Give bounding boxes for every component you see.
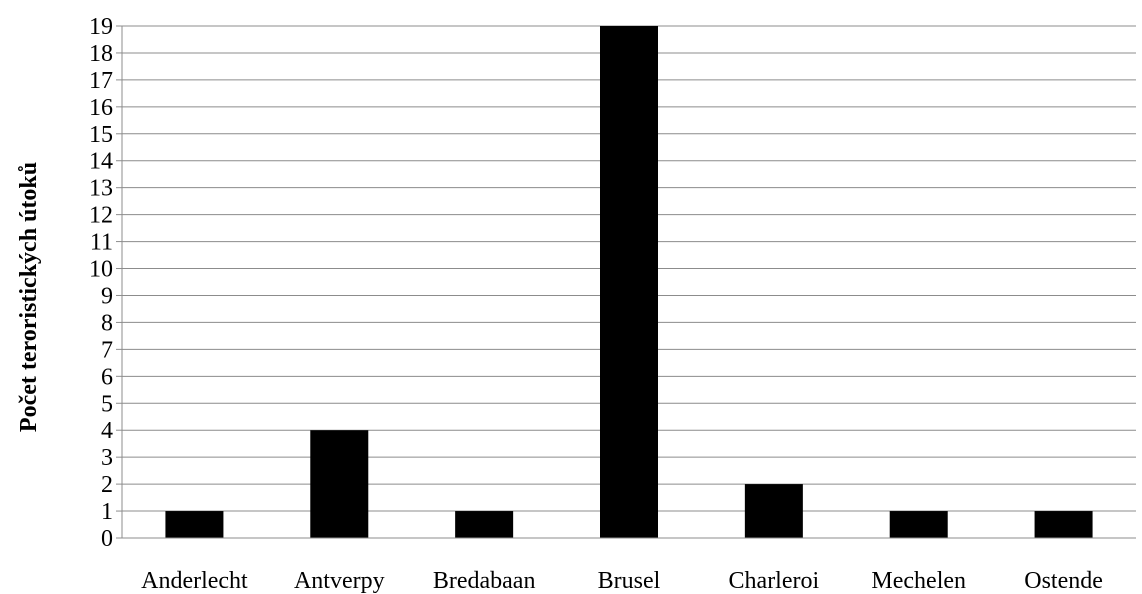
y-tick-label: 8 <box>101 310 113 336</box>
x-category-label: Anderlecht <box>141 568 248 594</box>
x-category-label: Charleroi <box>729 568 820 594</box>
x-axis-category-labels: Anderlecht Antverpy Bredabaan Brusel Charler… <box>141 568 1103 594</box>
y-tick-label: 9 <box>101 283 113 309</box>
x-category-label: Brusel <box>598 568 661 594</box>
y-tick-label: 6 <box>101 364 113 390</box>
y-tick-label: 11 <box>90 230 113 256</box>
y-tick-label: 5 <box>101 391 113 417</box>
bars <box>165 26 1093 538</box>
x-category-label: Mechelen <box>871 568 966 594</box>
bar-anderlecht <box>165 511 224 538</box>
y-tick-label: 13 <box>89 176 113 202</box>
y-tick-label: 10 <box>89 257 113 283</box>
x-category-label: Ostende <box>1024 568 1103 594</box>
x-category-label: Bredabaan <box>433 568 536 594</box>
bar-antverpy <box>310 430 369 538</box>
y-tick-label: 19 <box>89 14 113 40</box>
bar-brusel <box>600 26 658 538</box>
bar-charleroi <box>744 484 803 538</box>
y-tick-label: 1 <box>101 499 113 525</box>
y-tick-label: 7 <box>101 337 113 363</box>
y-tick-label: 2 <box>101 472 113 498</box>
bar-bredabaan <box>455 511 514 538</box>
y-tick-label: 3 <box>101 445 113 471</box>
bar-ostende <box>1034 511 1093 538</box>
y-tick-label: 14 <box>89 149 113 175</box>
y-tick-label: 12 <box>89 203 113 229</box>
y-tick-label: 16 <box>89 95 113 121</box>
bar-mechelen <box>889 511 948 538</box>
y-tick-label: 17 <box>89 68 113 94</box>
y-tick-label: 4 <box>101 418 113 444</box>
y-axis-title: Počet teroristických útoků <box>16 162 42 432</box>
y-tick-label: 18 <box>89 41 113 67</box>
y-tick-label: 0 <box>101 526 113 552</box>
y-tick-label: 15 <box>89 122 113 148</box>
x-category-label: Antverpy <box>294 568 385 594</box>
